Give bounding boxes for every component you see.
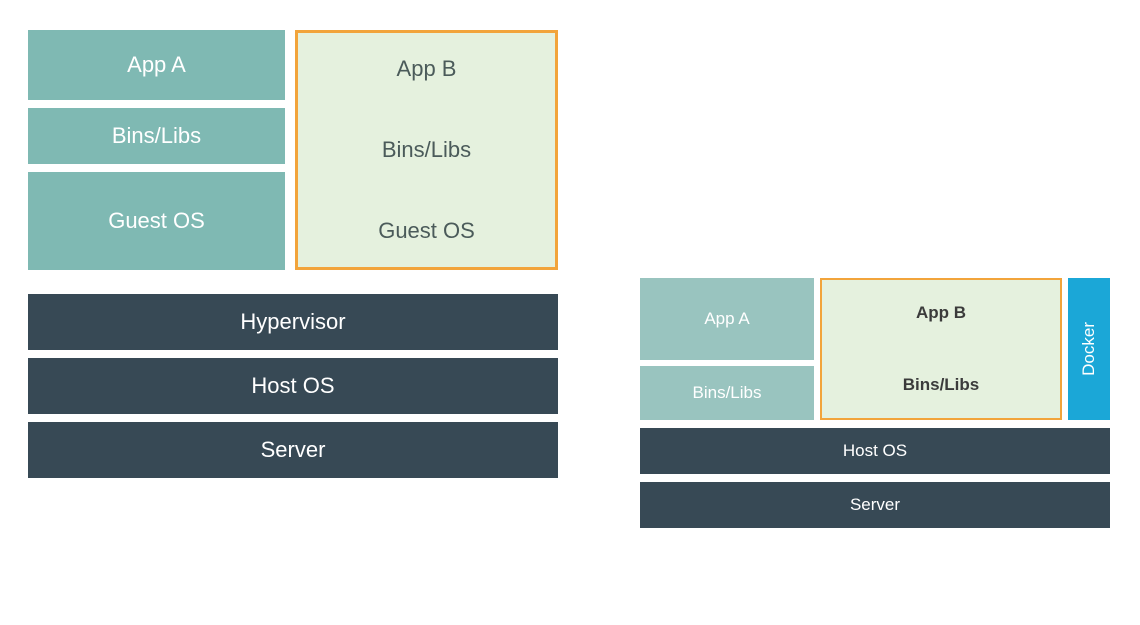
- vm-host-os-layer: Host OS: [28, 358, 558, 414]
- vm-guest-a: Guest OS: [28, 172, 285, 270]
- docker-host-os-layer: Host OS: [640, 428, 1110, 474]
- vm-highlighted-vm: App B Bins/Libs Guest OS: [295, 30, 558, 270]
- vm-bins-a: Bins/Libs: [28, 108, 285, 164]
- vm-app-a: App A: [28, 30, 285, 100]
- vm-guest-b: Guest OS: [298, 194, 555, 267]
- docker-engine-bar: Docker: [1068, 278, 1110, 420]
- vm-server-layer: Server: [28, 422, 558, 478]
- vm-app-b: App B: [298, 33, 555, 106]
- docker-bins-b: Bins/Libs: [822, 352, 1060, 418]
- docker-app-b: App B: [822, 280, 1060, 346]
- vm-bins-b: Bins/Libs: [298, 114, 555, 187]
- docker-app-a: App A: [640, 278, 814, 360]
- vm-architecture-stack: App A Bins/Libs Guest OS App B Bins/Libs…: [28, 30, 558, 478]
- docker-bins-a: Bins/Libs: [640, 366, 814, 420]
- docker-architecture-stack: App A Bins/Libs App B Bins/Libs Docker H…: [640, 278, 1110, 528]
- docker-engine-label: Docker: [1079, 322, 1099, 376]
- docker-highlighted-container: App B Bins/Libs: [820, 278, 1062, 420]
- vm-hypervisor-layer: Hypervisor: [28, 294, 558, 350]
- docker-server-layer: Server: [640, 482, 1110, 528]
